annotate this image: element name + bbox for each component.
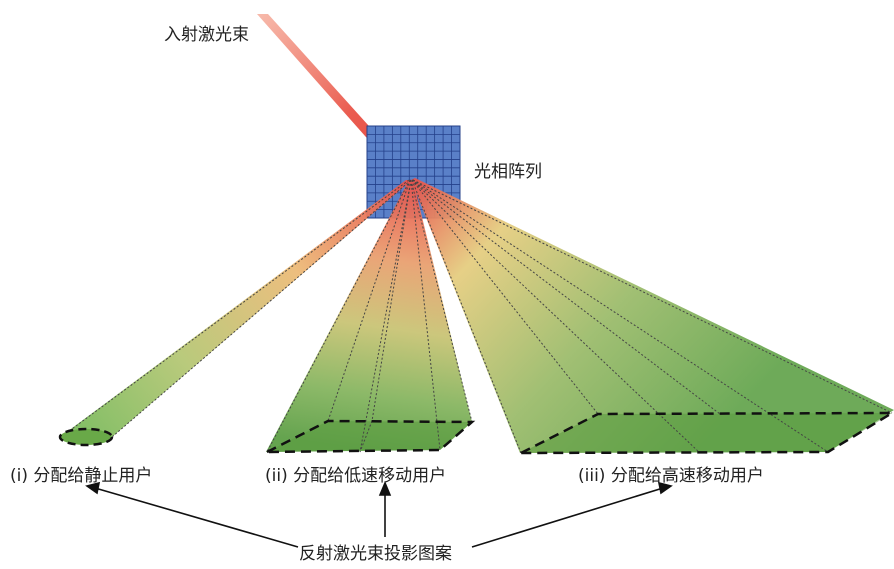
- beam-static-edge-left: [60, 179, 410, 438]
- footprint-high-speed-user: [521, 413, 892, 453]
- high-speed-user-label: (iii) 分配给高速移动用户: [578, 466, 764, 486]
- footprint-low-speed-outline: [266, 419, 476, 454]
- projection-pattern-label: 反射激光束投影图案: [299, 544, 452, 564]
- static-user-label: (i) 分配给静止用户: [10, 466, 153, 486]
- beam-low-speed-user: [266, 180, 472, 452]
- footprint-static-user: [58, 427, 114, 447]
- incident-beam-label: 入射激光束: [164, 25, 249, 45]
- phased-array-label: 光相阵列: [474, 162, 542, 182]
- low-speed-user-label: (ii) 分配给低速移动用户: [265, 466, 447, 486]
- beam-low-speed-edges: [266, 179, 473, 453]
- footprint-high-speed-outline: [520, 411, 894, 455]
- beam-high-speed-edges: [411, 179, 893, 454]
- pointer-arrows: [85, 480, 673, 548]
- footprint-low-speed-user: [267, 421, 472, 452]
- beam-high-speed-user: [411, 178, 894, 453]
- beam-static-edge-right: [111, 179, 412, 438]
